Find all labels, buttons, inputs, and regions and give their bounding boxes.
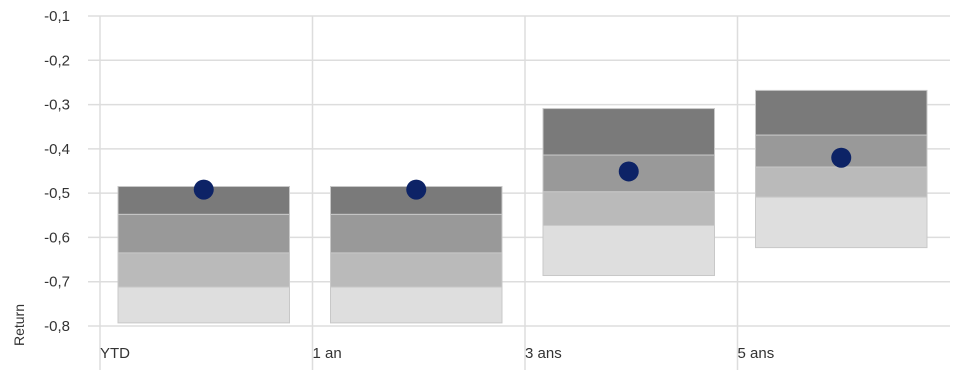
y-tick-label: -0,1 — [44, 8, 70, 25]
quartile-band-1 — [755, 89, 928, 136]
quartile-bands — [117, 89, 928, 324]
quartile-band-2 — [542, 154, 715, 193]
y-tick-label: -0,2 — [44, 52, 70, 69]
quartile-band-4 — [542, 224, 715, 277]
data-points — [193, 147, 852, 200]
quartile-band-3 — [542, 191, 715, 226]
y-tick-label: -0,6 — [44, 229, 70, 246]
data-point — [406, 179, 427, 200]
quartile-band-2 — [330, 213, 503, 254]
quartile-band-4 — [330, 286, 503, 324]
y-axis-label: Return — [11, 304, 27, 346]
x-tick-label: 1 an — [313, 345, 342, 362]
quartile-band-3 — [117, 252, 290, 288]
quartile-band-3 — [755, 166, 928, 198]
quartile-band-4 — [755, 196, 928, 249]
data-point — [831, 147, 852, 168]
data-point — [193, 179, 214, 200]
y-axis-ticks: -0,1 -0,2 -0,3 -0,4 -0,5 -0,6 -0,7 -0,8 — [44, 8, 70, 335]
x-axis-ticks: YTD 1 an 3 ans 5 ans — [100, 345, 774, 362]
quartile-band-3 — [330, 252, 503, 288]
quartile-band-4 — [117, 286, 290, 324]
quartile-band-2 — [117, 213, 290, 254]
data-point — [618, 161, 639, 182]
y-tick-label: -0,4 — [44, 141, 70, 158]
y-tick-label: -0,5 — [44, 185, 70, 202]
y-tick-label: -0,7 — [44, 274, 70, 291]
x-tick-label: YTD — [100, 345, 130, 362]
x-tick-label: 5 ans — [738, 345, 775, 362]
x-tick-label: 3 ans — [525, 345, 562, 362]
y-tick-label: -0,8 — [44, 318, 70, 335]
y-tick-label: -0,3 — [44, 97, 70, 114]
quartile-band-1 — [542, 108, 715, 156]
